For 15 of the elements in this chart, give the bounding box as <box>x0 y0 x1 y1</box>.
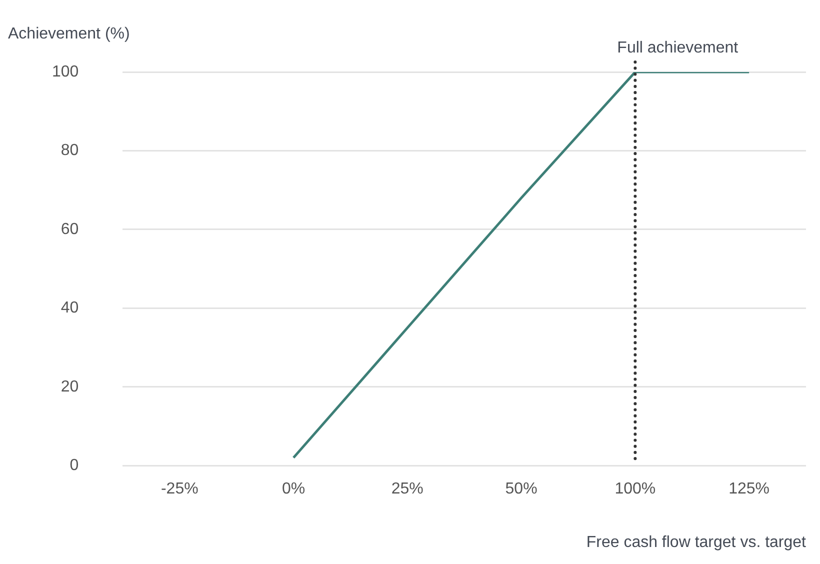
x-tick-label: 25% <box>391 480 424 498</box>
x-tick-label: 50% <box>505 480 538 498</box>
y-tick-label: 60 <box>60 220 79 238</box>
y-axis-title: Achievement (%) <box>8 25 130 42</box>
x-tick-label: 0% <box>282 480 306 498</box>
y-tick-label: 80 <box>60 142 79 160</box>
x-tick-label: 125% <box>728 480 770 498</box>
x-tick-label: -25% <box>160 480 198 498</box>
ref-line-label: Full achievement <box>617 39 739 56</box>
x-tick-label: 100% <box>614 480 656 498</box>
x-axis-title: Free cash flow target vs. target <box>586 534 807 551</box>
y-tick-label: 40 <box>60 300 79 317</box>
y-tick-label: 20 <box>60 378 79 396</box>
y-tick-label: 100 <box>52 63 79 80</box>
y-tick-label: 0 <box>70 457 79 474</box>
